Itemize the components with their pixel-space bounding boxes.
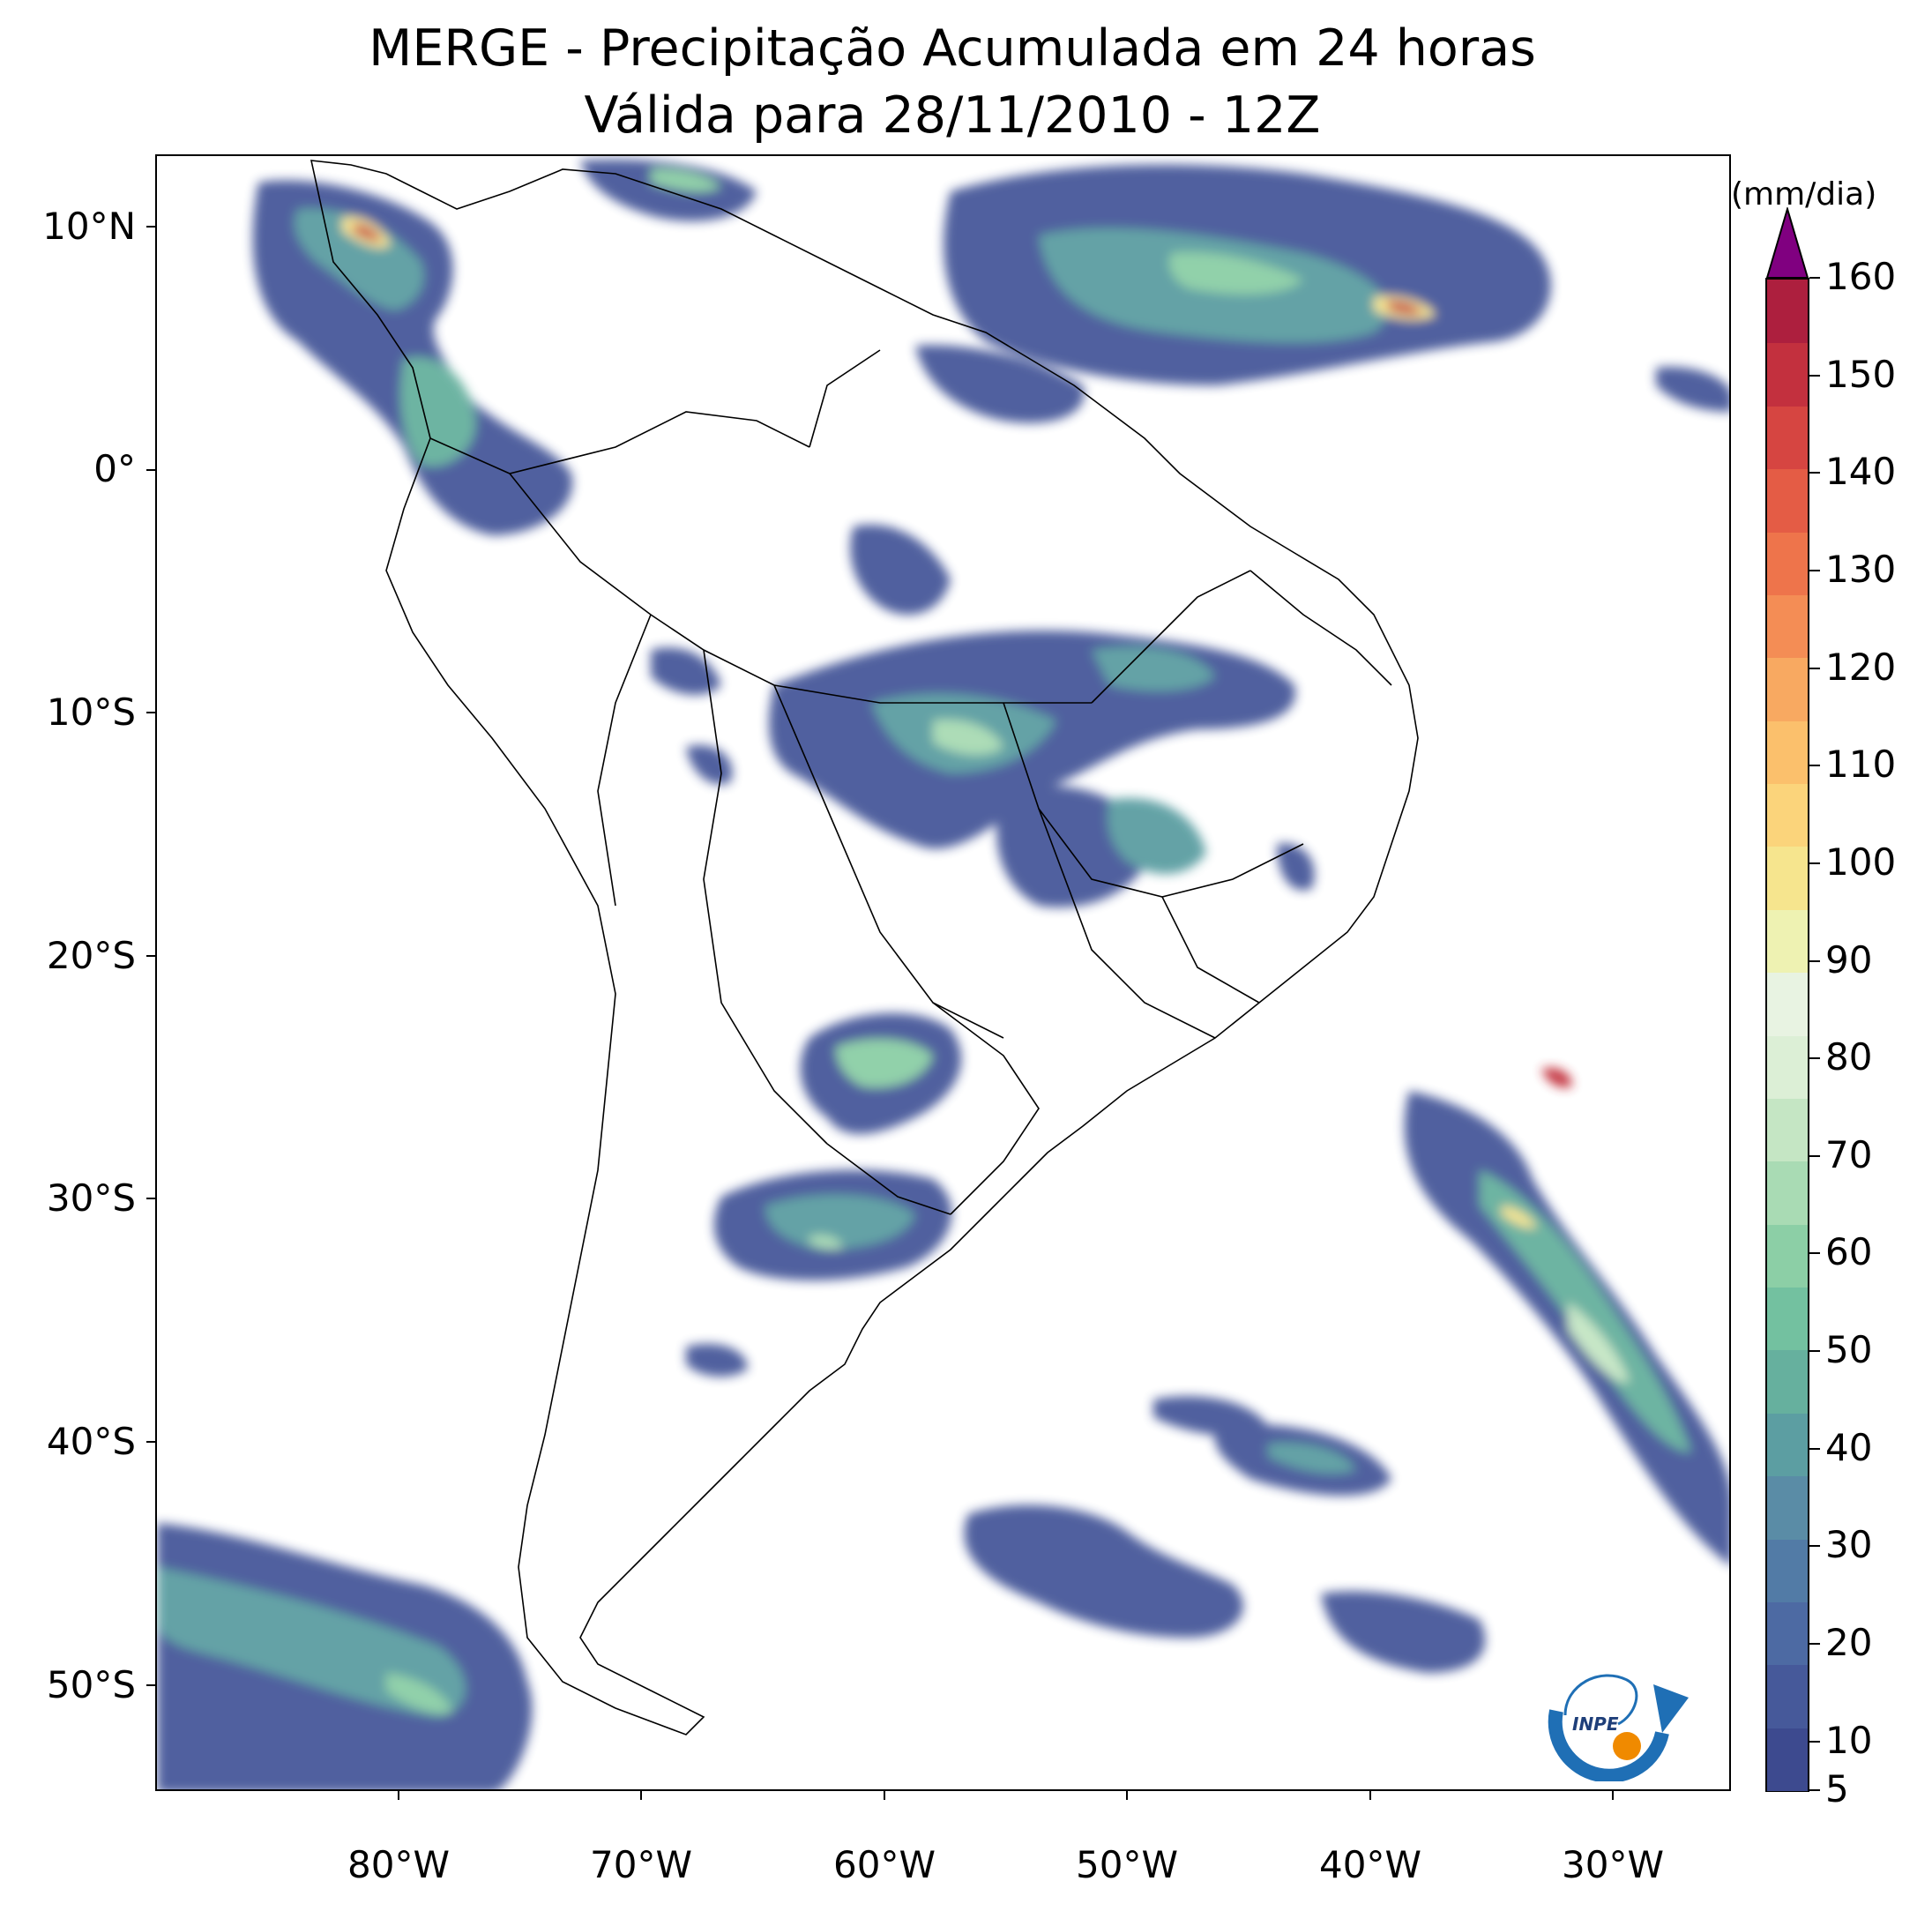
lon-tick [398, 1791, 399, 1800]
colorbar-segment [1767, 1034, 1808, 1099]
lat-tick [146, 712, 155, 713]
colorbar-tick [1809, 569, 1820, 571]
lon-label-60w: 60°W [833, 1843, 936, 1886]
lon-tick [1612, 1791, 1614, 1800]
colorbar-tick-label: 80 [1825, 1035, 1873, 1079]
precipitation-field [157, 159, 1729, 1789]
colorbar-segment [1767, 1664, 1808, 1728]
colorbar-segment [1767, 1287, 1808, 1351]
colorbar-tick [1809, 1154, 1820, 1157]
colorbar-segment [1767, 468, 1808, 533]
lon-label-30w: 30°W [1562, 1843, 1664, 1886]
colorbar-segment [1767, 1097, 1808, 1162]
colorbar-segment [1767, 972, 1808, 1036]
colorbar-tick [1809, 1447, 1820, 1450]
colorbar-tick [1809, 374, 1820, 377]
colorbar-units: (mm/dia) [1731, 176, 1877, 213]
colorbar-tick-label: 50 [1825, 1328, 1873, 1372]
lon-tick [1126, 1791, 1128, 1800]
colorbar-segment [1767, 531, 1808, 595]
colorbar-segment [1767, 1161, 1808, 1225]
colorbar-tick [1809, 1057, 1820, 1060]
lon-tick [640, 1791, 642, 1800]
colorbar-segment [1767, 342, 1808, 407]
colorbar-tick-label: 120 [1825, 645, 1897, 689]
colorbar-tick [1809, 667, 1820, 669]
colorbar-tick-label: 70 [1825, 1132, 1873, 1176]
lat-label-40s: 40°S [46, 1420, 136, 1463]
colorbar-segment [1767, 1475, 1808, 1540]
lat-label-50s: 50°S [46, 1663, 136, 1706]
colorbar-segment [1767, 1601, 1808, 1666]
colorbar-segment [1767, 846, 1808, 910]
colorbar-segment [1767, 720, 1808, 784]
map-title: MERGE - Precipitação Acumulada em 24 hor… [369, 19, 1536, 78]
lat-label-0: 0° [93, 447, 136, 490]
map-subtitle: Válida para 28/11/2010 - 12Z [584, 86, 1321, 145]
lat-tick [146, 1684, 155, 1686]
colorbar-tick-label: 150 [1825, 352, 1897, 396]
colorbar-tick-label: 40 [1825, 1425, 1873, 1469]
colorbar-tick-label: 30 [1825, 1523, 1873, 1567]
colorbar-segment [1767, 1223, 1808, 1288]
colorbar-tick [1809, 277, 1820, 279]
colorbar-tick [1809, 1740, 1820, 1743]
colorbar-tick-label: 160 [1825, 255, 1897, 298]
colorbar-tick-label: 140 [1825, 450, 1897, 494]
colorbar-segment [1767, 405, 1808, 470]
colorbar [1765, 278, 1809, 1792]
lat-tick [146, 955, 155, 957]
lat-label-10s: 10°S [46, 690, 136, 734]
precipitation-map [157, 159, 1729, 1789]
map-panel [155, 154, 1731, 1791]
colorbar-tick-label: 90 [1825, 937, 1873, 982]
colorbar-segment [1767, 657, 1808, 721]
lat-label-10n: 10°N [42, 205, 136, 248]
colorbar-tick-label: 10 [1825, 1718, 1873, 1762]
colorbar-segment [1767, 1538, 1808, 1602]
colorbar-tick [1809, 1643, 1820, 1646]
colorbar-tick-label: 5 [1825, 1767, 1849, 1810]
colorbar-tick-label: 20 [1825, 1621, 1873, 1665]
colorbar-segment [1767, 783, 1808, 847]
country-borders [310, 160, 1419, 1736]
colorbar-tick [1809, 1252, 1820, 1255]
lon-tick [1369, 1791, 1371, 1800]
colorbar-tick-label: 110 [1825, 743, 1897, 787]
colorbar-tick-label: 100 [1825, 840, 1897, 884]
colorbar-tick [1809, 1789, 1820, 1791]
colorbar-extend-arrow [1765, 207, 1809, 279]
colorbar-tick [1809, 1545, 1820, 1548]
inpe-logo-text: INPE [1572, 1713, 1619, 1735]
colorbar-tick [1809, 472, 1820, 474]
colorbar-tick [1809, 862, 1820, 864]
colorbar-tick [1809, 1350, 1820, 1353]
lon-label-70w: 70°W [590, 1843, 692, 1886]
colorbar-segment [1767, 1349, 1808, 1414]
colorbar-segment [1767, 280, 1808, 344]
lat-tick [146, 226, 155, 228]
lat-tick [146, 469, 155, 471]
colorbar-tick [1809, 765, 1820, 767]
colorbar-segment [1767, 908, 1808, 974]
colorbar-segment [1767, 1412, 1808, 1477]
lon-tick [884, 1791, 885, 1800]
lat-tick [146, 1441, 155, 1443]
lat-tick [146, 1198, 155, 1199]
lat-label-30s: 30°S [46, 1176, 136, 1220]
lon-label-40w: 40°W [1319, 1843, 1421, 1886]
colorbar-tick-label: 60 [1825, 1230, 1873, 1274]
colorbar-segment [1767, 1727, 1808, 1791]
lon-label-50w: 50°W [1076, 1843, 1178, 1886]
inpe-logo: INPE [1548, 1674, 1689, 1781]
lon-label-80w: 80°W [347, 1843, 450, 1886]
colorbar-tick [1809, 959, 1820, 962]
colorbar-segment [1767, 593, 1808, 659]
colorbar-tick-label: 130 [1825, 547, 1897, 591]
lat-label-20s: 20°S [46, 934, 136, 977]
